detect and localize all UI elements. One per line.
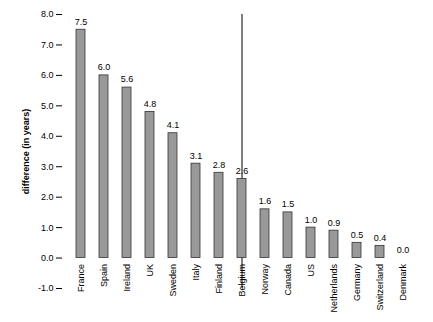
svg-text:Germany: Germany <box>352 264 362 302</box>
svg-text:Switzerland: Switzerland <box>375 264 385 311</box>
svg-text:Netherlands: Netherlands <box>329 264 339 313</box>
svg-text:Ireland: Ireland <box>122 264 132 292</box>
svg-text:0.9: 0.9 <box>328 218 341 228</box>
svg-text:5.0: 5.0 <box>41 101 54 111</box>
svg-text:1.0: 1.0 <box>305 214 318 224</box>
svg-text:2.0: 2.0 <box>41 192 54 202</box>
svg-text:Canada: Canada <box>283 264 293 296</box>
svg-text:7.0: 7.0 <box>41 40 54 50</box>
svg-text:4.0: 4.0 <box>41 131 54 141</box>
svg-text:UK: UK <box>145 264 155 277</box>
svg-text:France: France <box>76 264 86 292</box>
svg-text:0.5: 0.5 <box>351 230 364 240</box>
svg-text:6.0: 6.0 <box>98 62 111 72</box>
svg-text:0.4: 0.4 <box>374 233 387 243</box>
svg-text:1.5: 1.5 <box>282 199 295 209</box>
svg-text:Spain: Spain <box>99 264 109 287</box>
svg-text:2.6: 2.6 <box>236 166 249 176</box>
svg-text:4.1: 4.1 <box>167 120 180 130</box>
svg-text:Italy: Italy <box>191 264 201 281</box>
svg-text:1.0: 1.0 <box>41 222 54 232</box>
svg-text:Norway: Norway <box>260 264 270 295</box>
svg-text:2.8: 2.8 <box>213 160 226 170</box>
svg-text:0.0: 0.0 <box>397 245 410 255</box>
svg-text:Denmark: Denmark <box>398 264 408 301</box>
svg-text:6.0: 6.0 <box>41 70 54 80</box>
svg-text:Sweden: Sweden <box>168 264 178 297</box>
svg-text:US: US <box>306 264 316 277</box>
svg-text:3.1: 3.1 <box>190 151 203 161</box>
svg-text:1.6: 1.6 <box>259 196 272 206</box>
svg-text:-1.0: -1.0 <box>38 283 54 293</box>
svg-text:Finland: Finland <box>214 264 224 294</box>
svg-text:difference (in years): difference (in years) <box>21 109 31 195</box>
svg-text:7.5: 7.5 <box>75 17 88 27</box>
svg-text:5.6: 5.6 <box>121 74 134 84</box>
svg-text:8.0: 8.0 <box>41 9 54 19</box>
svg-text:4.8: 4.8 <box>144 99 157 109</box>
svg-text:Belgium: Belgium <box>237 264 247 297</box>
svg-text:3.0: 3.0 <box>41 162 54 172</box>
svg-text:0.0: 0.0 <box>41 253 54 263</box>
